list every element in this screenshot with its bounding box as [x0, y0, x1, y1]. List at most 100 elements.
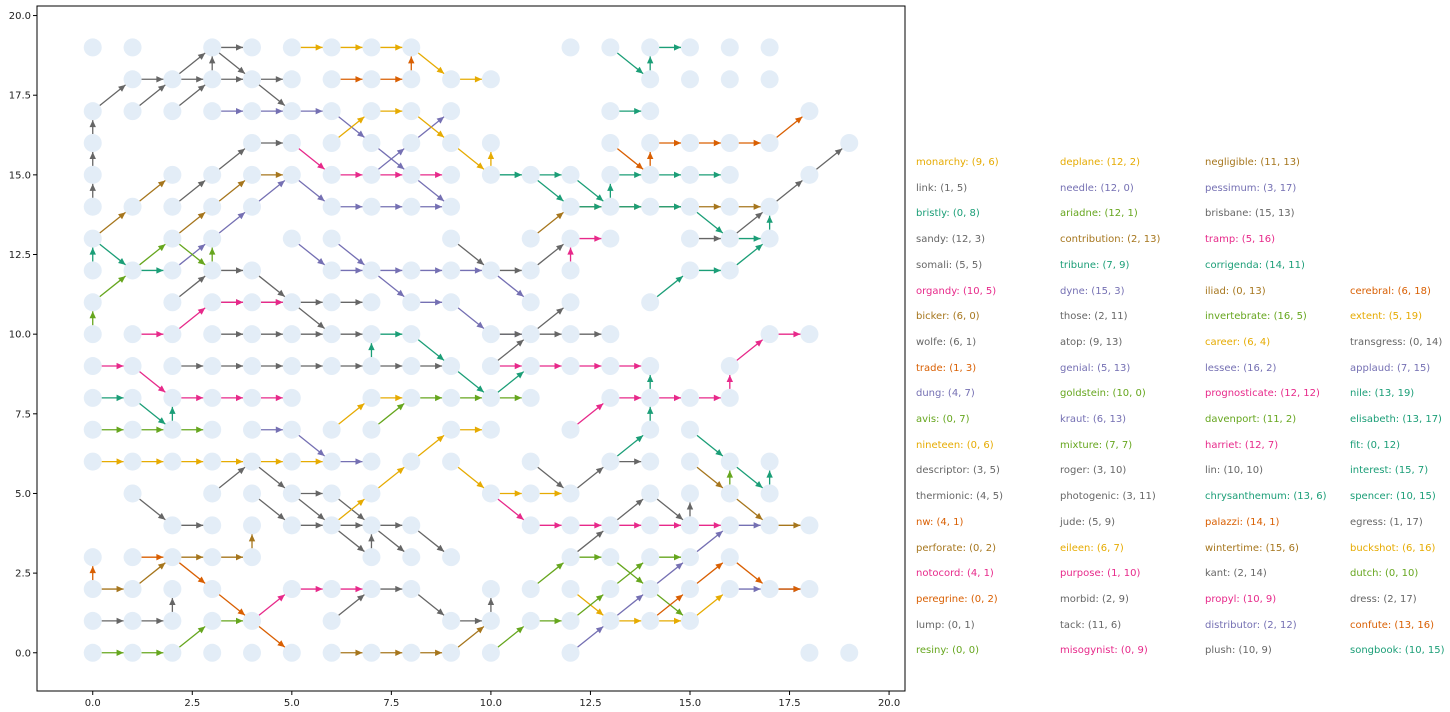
node	[322, 229, 341, 248]
node	[282, 452, 301, 471]
node	[720, 388, 739, 407]
node	[680, 229, 699, 248]
node	[203, 165, 222, 184]
node	[163, 580, 182, 599]
node	[203, 325, 222, 344]
node	[601, 325, 620, 344]
node	[83, 134, 102, 152]
node	[282, 420, 301, 439]
arrowhead	[236, 76, 244, 83]
node	[402, 643, 421, 662]
arrowhead	[317, 512, 325, 520]
arrowhead	[715, 530, 723, 538]
arrowhead	[713, 267, 721, 274]
arrowhead	[197, 212, 206, 220]
arrowhead	[236, 362, 244, 370]
arrowhead	[355, 649, 363, 656]
arrowhead	[634, 171, 642, 179]
node	[561, 261, 580, 280]
node	[243, 70, 262, 89]
node	[362, 452, 381, 471]
axis-ticks: 0.0 2.5 5.0 7.5 10.0 12.5 15.0 17.5 20.0 0.0 2.5 5.…	[9, 11, 900, 709]
node	[123, 452, 142, 471]
node	[601, 165, 620, 184]
arrowhead	[355, 362, 363, 370]
node	[163, 165, 182, 184]
node	[123, 611, 142, 630]
arrowhead	[474, 617, 482, 625]
node	[760, 38, 779, 57]
arrowhead	[396, 162, 405, 170]
arrowhead	[317, 449, 325, 456]
arrowhead	[476, 626, 484, 634]
arrowhead	[594, 362, 602, 370]
arrowhead	[474, 394, 482, 402]
node	[282, 357, 301, 376]
arrowhead	[673, 522, 681, 529]
arrowhead	[275, 394, 283, 402]
node	[720, 580, 739, 599]
arrowhead	[275, 76, 283, 83]
node	[203, 388, 222, 407]
node	[123, 325, 142, 344]
arrowhead	[169, 598, 176, 606]
node	[641, 420, 660, 439]
node	[163, 70, 182, 89]
node	[362, 325, 381, 344]
node	[203, 70, 222, 89]
arrowhead	[89, 152, 96, 159]
node	[680, 548, 699, 567]
node	[203, 229, 222, 248]
arrowhead	[607, 183, 614, 191]
arrowhead	[156, 553, 164, 561]
arrowhead	[236, 267, 244, 274]
node	[243, 165, 262, 184]
arrowhead	[368, 343, 375, 351]
arrowhead	[635, 562, 644, 570]
arrowhead	[554, 490, 562, 497]
arrowhead	[356, 116, 365, 124]
node	[800, 165, 819, 184]
node	[322, 165, 341, 184]
node	[322, 580, 341, 599]
arrowhead	[435, 362, 443, 370]
arrowhead	[277, 98, 285, 106]
node	[561, 580, 580, 599]
arrowhead	[197, 307, 206, 315]
node	[402, 325, 421, 344]
node	[322, 484, 341, 503]
node	[521, 261, 540, 280]
x-tick-label: 10.0	[480, 698, 502, 709]
node	[481, 70, 500, 89]
x-tick-label: 7.5	[383, 698, 399, 709]
node	[561, 484, 580, 503]
arrowhead	[673, 553, 681, 561]
arrowhead	[753, 203, 761, 210]
node	[720, 70, 739, 89]
arrowhead	[755, 212, 763, 220]
node	[163, 516, 182, 535]
node	[322, 452, 341, 471]
node	[163, 357, 182, 376]
node	[442, 293, 461, 312]
node	[243, 261, 262, 280]
node	[203, 261, 222, 280]
arrowhead	[673, 617, 681, 625]
arrowhead	[634, 203, 642, 210]
node	[282, 388, 301, 407]
node	[243, 325, 262, 344]
arrowhead	[277, 640, 285, 648]
node	[481, 420, 500, 439]
arrowhead	[355, 299, 363, 306]
arrowhead	[356, 403, 365, 411]
node	[760, 134, 779, 152]
node	[561, 420, 580, 439]
node	[680, 388, 699, 407]
node	[720, 261, 739, 280]
arrowhead	[514, 267, 522, 274]
node	[322, 261, 341, 280]
node	[680, 134, 699, 152]
node	[83, 452, 102, 471]
node	[243, 643, 262, 662]
node	[203, 611, 222, 630]
